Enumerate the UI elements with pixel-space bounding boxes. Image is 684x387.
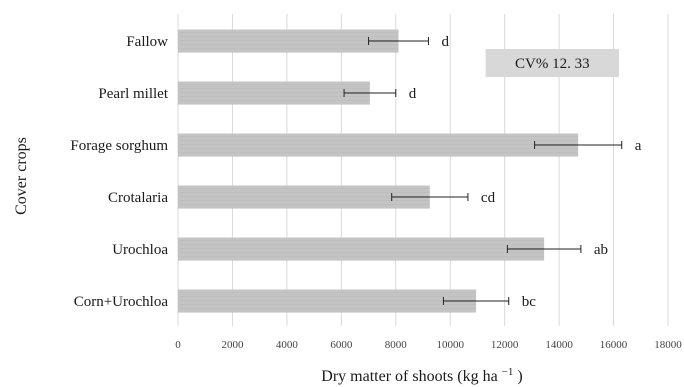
x-tick-label: 8000 [385,339,408,351]
x-tick-label: 4000 [276,339,299,351]
bar [178,29,399,53]
bar [178,133,579,157]
x-tick-label: 16000 [600,339,628,351]
x-axis-title-main: Dry matter of shoots (kg ha [321,368,497,385]
bar [178,185,430,209]
x-tick-labels: 0 2000 4000 6000 8000 10000 12000 14000 16000 180… [175,339,682,351]
bar [178,289,477,313]
y-axis-title: Cover crops [13,137,30,215]
category-label: Corn+Urochloa [74,294,169,310]
bar [178,81,370,105]
significance-label: d [441,34,449,50]
category-label: Forage sorghum [70,138,168,154]
x-axis-title-close: ) [517,368,522,385]
cv-annotation-text: CV% 12. 33 [515,56,590,72]
x-tick-label: 12000 [491,339,519,351]
significance-label: cd [481,190,496,206]
significance-label: ab [594,242,608,258]
x-axis-title: Dry matter of shoots (kg ha −1 ) [321,366,522,385]
significance-label: a [635,138,642,154]
category-label: Crotalaria [108,190,168,206]
x-tick-label: 10000 [436,339,464,351]
x-tick-label: 0 [175,339,181,351]
category-label: Fallow [126,34,168,50]
category-label: Pearl millet [98,86,168,102]
significance-label: bc [522,294,537,310]
x-tick-label: 2000 [221,339,244,351]
category-labels: Fallow Pearl millet Forage sorghum Crotalar… [70,34,168,310]
x-tick-label: 14000 [545,339,573,351]
significance-labels: d d a cd ab bc [409,34,642,310]
x-tick-label: 18000 [654,339,682,351]
significance-label: d [409,86,417,102]
bar [178,237,545,261]
bars [178,29,579,313]
x-axis-title-sup: −1 [502,366,514,378]
cv-annotation: CV% 12. 33 [485,49,619,77]
category-label: Urochloa [112,242,168,258]
x-tick-label: 6000 [330,339,353,351]
error-bars [343,37,623,305]
cv-annotation-box [485,49,619,77]
